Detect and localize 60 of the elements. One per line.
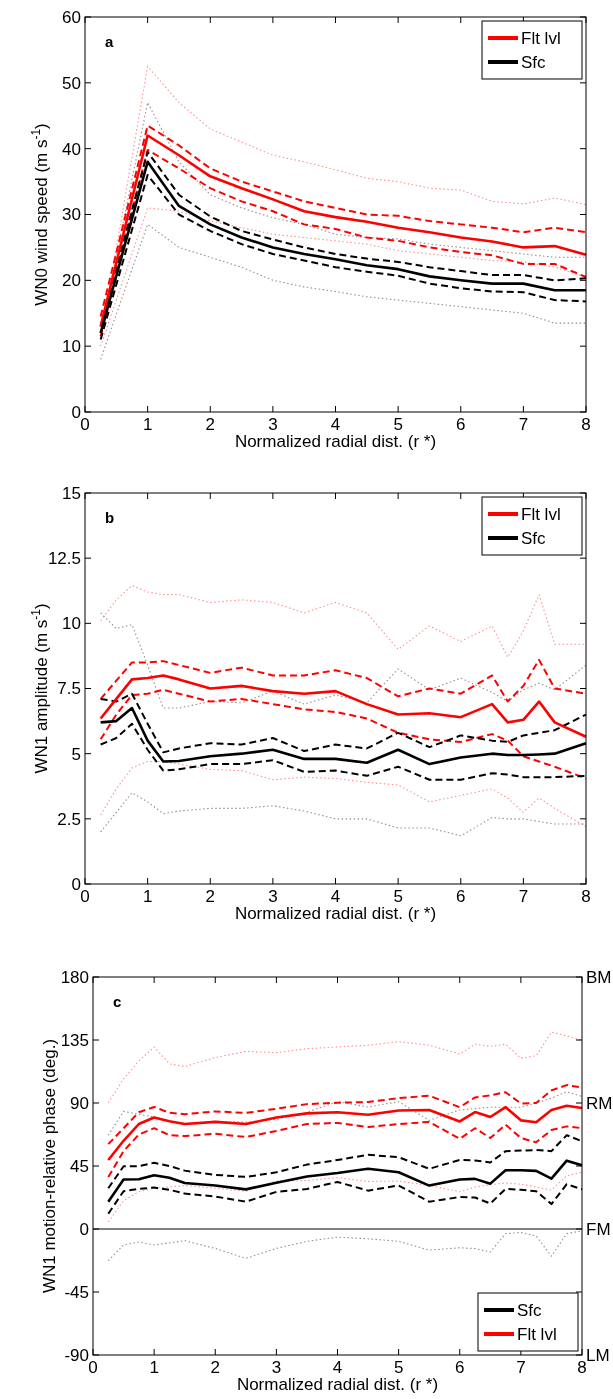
legend-label: Sfc (521, 52, 547, 72)
x-tick-label: 5 (393, 415, 403, 434)
x-tick-label: 3 (271, 1358, 282, 1377)
y-tick-label: 180 (60, 967, 89, 987)
y-tick-label: 30 (62, 205, 81, 225)
y-tick-label: 90 (70, 1093, 89, 1113)
x-tick-label: 8 (577, 1358, 587, 1377)
x-tick-label: 7 (516, 1358, 526, 1377)
y-tick-label: 10 (62, 614, 81, 634)
y-tick-label: 2.5 (57, 809, 81, 829)
y-tick-label: 60 (62, 7, 81, 27)
legend-label: Sfc (521, 528, 547, 548)
text: BM (586, 967, 612, 987)
x-tick-label: 3 (268, 887, 278, 906)
legend-label: Flt lvl (517, 1324, 557, 1344)
x-tick-label: 8 (581, 887, 591, 906)
text: LM (586, 1345, 610, 1365)
y-axis-title: WN1 motion-relative phase (deg.) (40, 1038, 59, 1294)
y-tick-label: 7.5 (57, 679, 81, 699)
x-tick-label: 4 (332, 1358, 343, 1377)
legend-label: Flt lvl (521, 504, 561, 524)
y-tick-label: 50 (62, 73, 81, 93)
x-tick-label: 1 (142, 415, 153, 434)
legend-label: Sfc (517, 1300, 543, 1320)
x-tick-label: 2 (205, 415, 215, 434)
y-tick-label: 135 (60, 1030, 89, 1050)
annotation: b (105, 509, 115, 526)
x-axis-title: Normalized radial dist. (r *) (234, 904, 437, 923)
text: RM (586, 1093, 613, 1113)
x-tick-label: 1 (149, 1358, 159, 1377)
x-tick-label: 8 (581, 415, 591, 434)
annotation: a (105, 33, 114, 50)
annotation: c (113, 993, 122, 1010)
x-tick-label: 7 (518, 415, 529, 434)
x-tick-label: 6 (456, 887, 466, 906)
legend-label: Flt lvl (521, 28, 561, 48)
y-tick-label: -45 (64, 1282, 89, 1302)
x-tick-label: 4 (330, 887, 341, 906)
y-tick-label: 20 (62, 271, 81, 291)
x-tick-label: 5 (393, 887, 403, 906)
y-tick-label: 45 (70, 1156, 89, 1176)
y-tick-label: 10 (62, 337, 81, 357)
x-tick-label: 1 (142, 887, 153, 906)
text: FM (586, 1219, 611, 1239)
x-tick-label: 2 (205, 887, 215, 906)
x-tick-label: 3 (268, 415, 278, 434)
y-tick-label: 0 (79, 1219, 89, 1239)
x-tick-label: 5 (393, 1358, 404, 1377)
y-tick-label: 15 (62, 483, 81, 503)
x-axis-title: Normalized radial dist. (r *) (236, 1375, 439, 1394)
y-tick-label: 40 (62, 139, 81, 159)
x-axis-title: Normalized radial dist. (r *) (234, 432, 437, 451)
x-tick-label: 2 (210, 1358, 220, 1377)
x-tick-label: 7 (518, 887, 529, 906)
y-tick-label: -90 (64, 1345, 89, 1365)
x-tick-label: 4 (330, 415, 341, 434)
x-tick-label: 6 (455, 1358, 465, 1377)
y-tick-label: 12.5 (47, 549, 81, 569)
y-tick-label: 5 (71, 744, 81, 764)
x-tick-label: 6 (456, 415, 466, 434)
